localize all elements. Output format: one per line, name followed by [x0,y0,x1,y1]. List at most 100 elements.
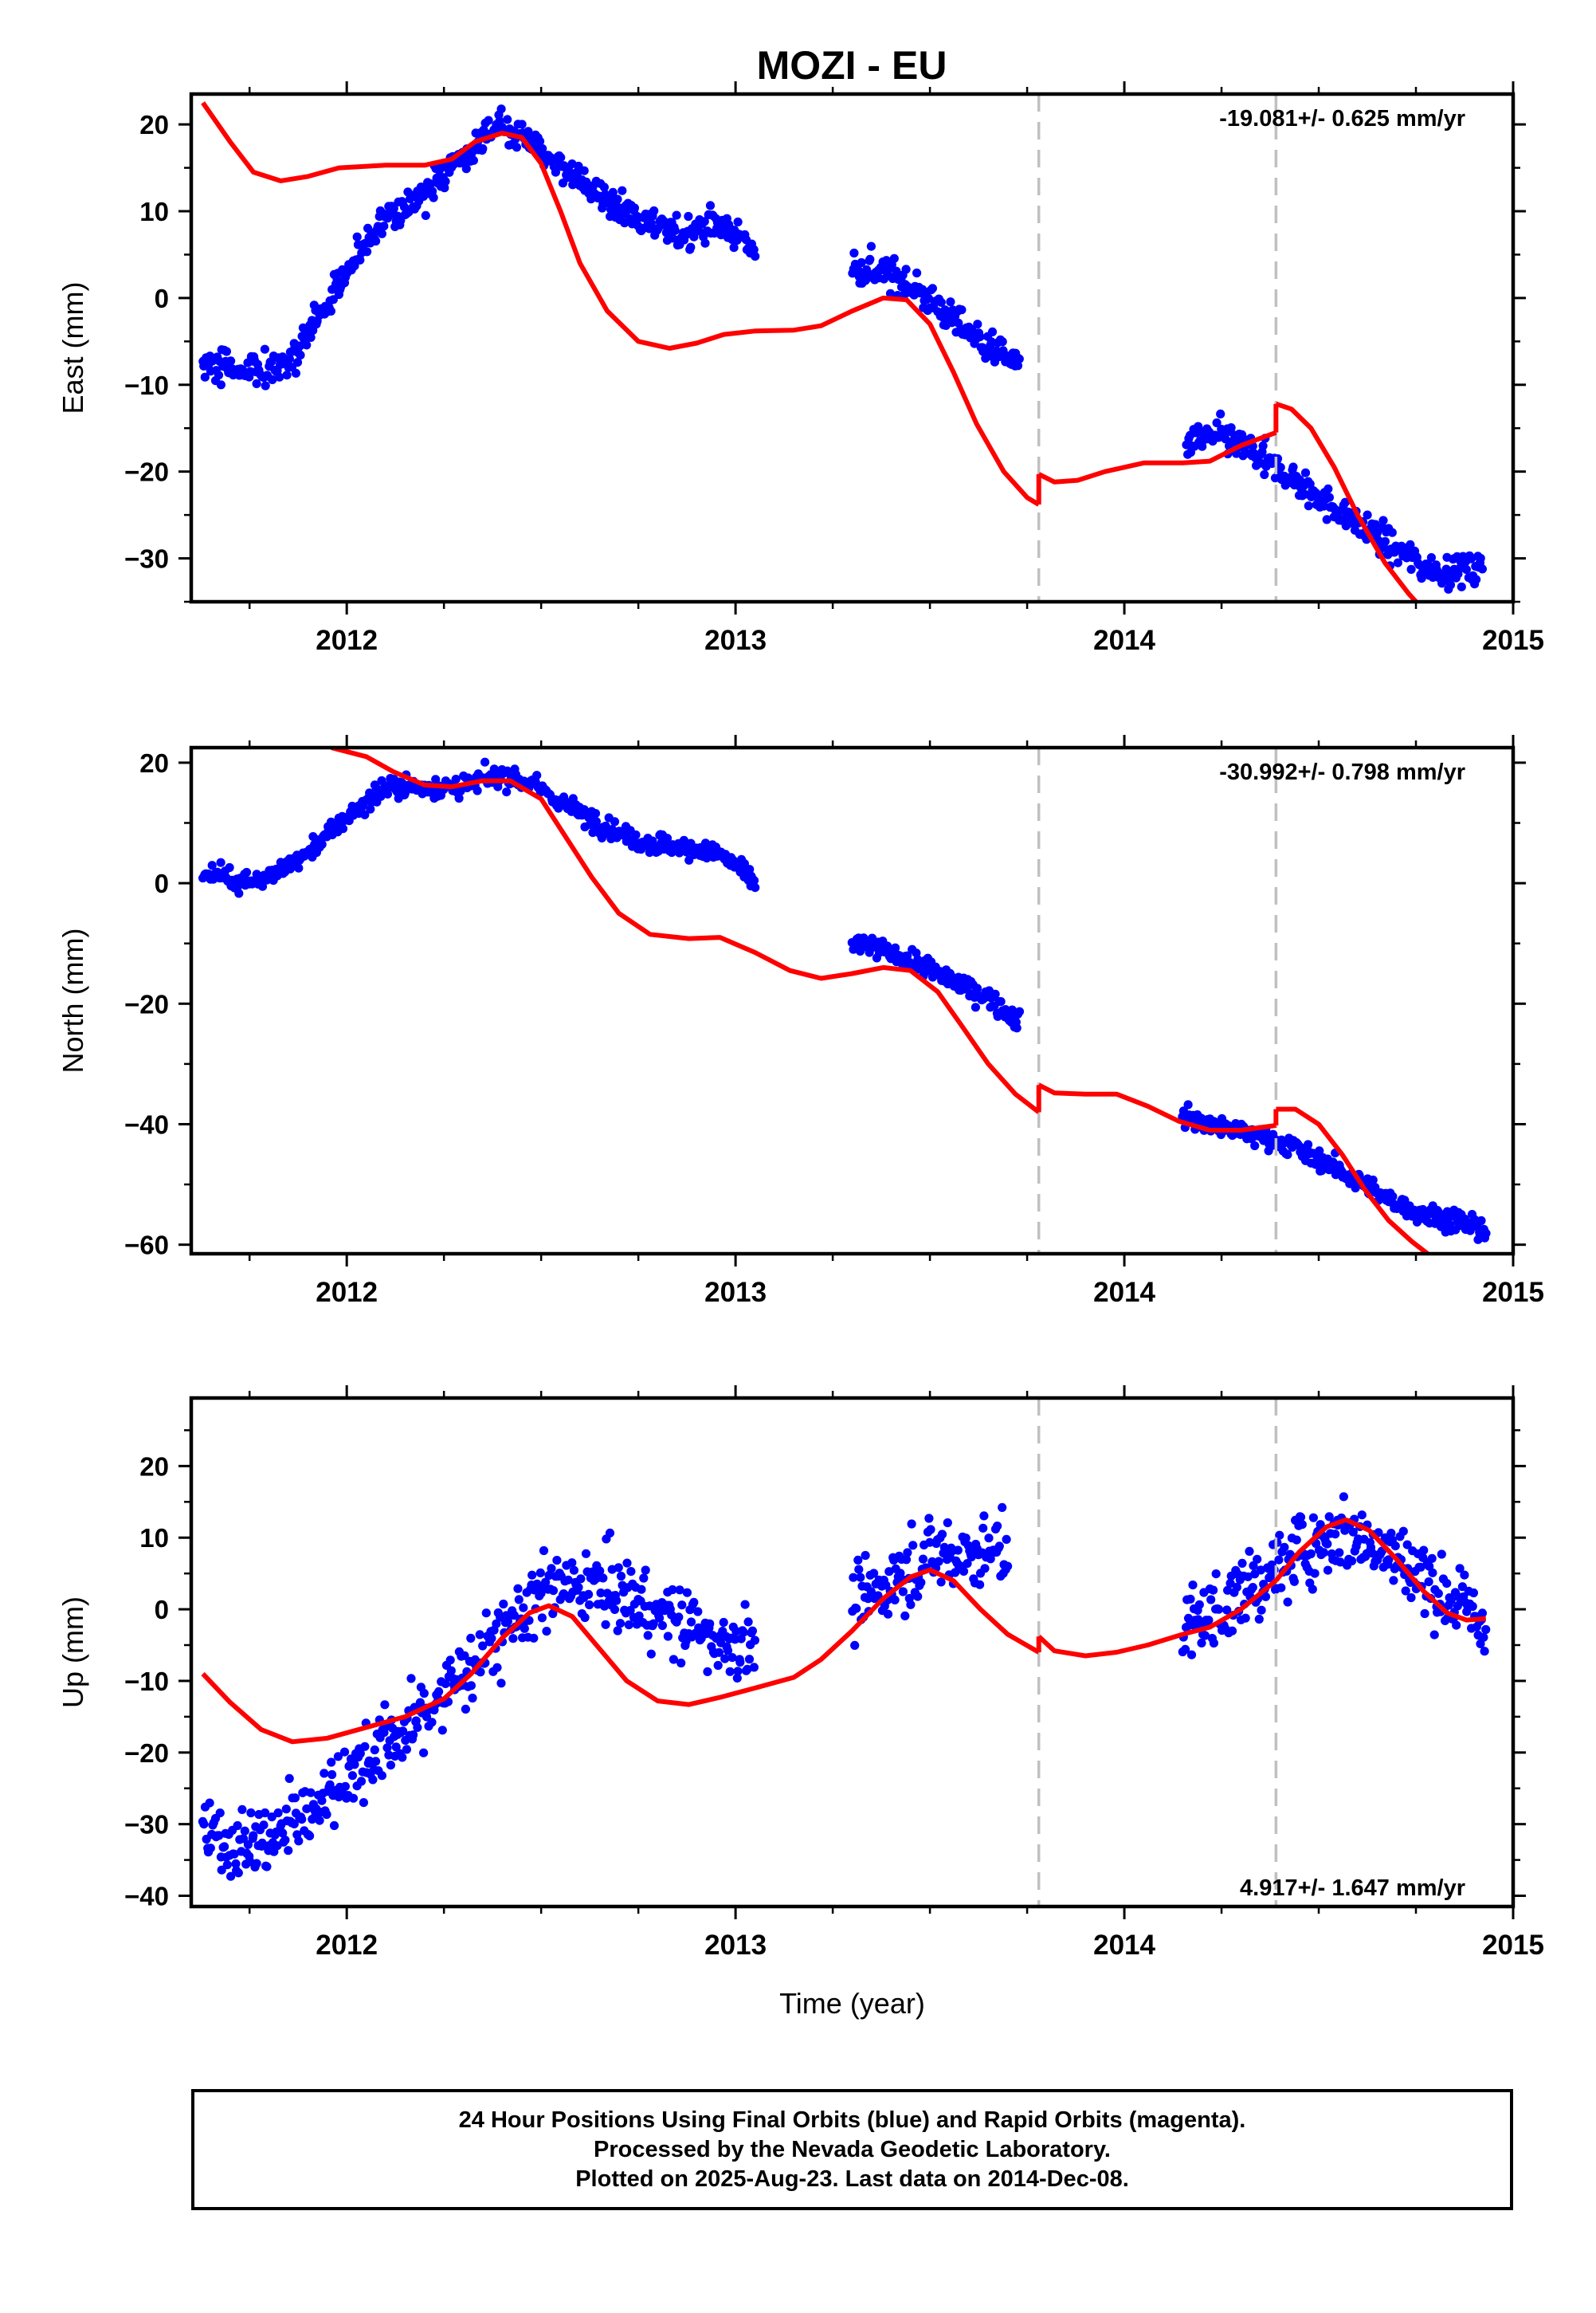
data-point [539,1545,549,1556]
data-point [732,1673,742,1683]
x-tick-label: 2014 [1093,1277,1155,1308]
panel-1: 2012 2013 2014 2015 −30 −20 −10 0 10 20 East (mm) -… [57,81,1544,656]
data-point [996,997,1006,1007]
data-point [306,1788,316,1797]
data-point [1441,564,1451,574]
data-point [703,1667,712,1676]
data-point [1183,1100,1193,1109]
data-point [1257,1605,1266,1615]
data-point [1248,1583,1257,1592]
data-point [610,817,620,827]
data-point [865,254,875,264]
data-point [1319,1548,1328,1557]
data-point [657,1620,668,1631]
data-point [366,804,375,814]
data-point [624,1620,633,1630]
data-point [649,206,659,216]
data-point [537,1613,547,1623]
data-point [380,1700,390,1710]
data-point [406,1674,416,1683]
data-point [598,1573,608,1583]
data-point [959,1566,969,1576]
data-point [1250,1141,1260,1151]
data-point [535,136,545,146]
data-point [581,1549,591,1558]
data-point [567,1558,577,1568]
data-point [686,242,696,252]
data-point [292,358,303,367]
data-point [207,861,217,870]
data-point [1283,1150,1292,1160]
data-point [552,1556,562,1565]
data-point [1388,1192,1398,1201]
data-point [305,1831,315,1840]
data-point [1348,1527,1358,1537]
data-point [370,1745,379,1755]
data-point [1363,510,1372,520]
data-point [280,1836,290,1845]
data-point [302,340,312,350]
data-point [1481,1624,1491,1635]
data-point [1322,515,1331,524]
plot-frame-2 [189,745,1516,1256]
data-point [998,337,1007,347]
data-point [720,1654,730,1663]
footer-line-2: Processed by the Nevada Geodetic Laborat… [594,2136,1111,2162]
model-curve-1 [330,748,1041,1114]
data-point [643,1631,653,1640]
y-tick-label: −20 [124,989,169,1019]
data-point [1227,1626,1237,1636]
velocity-annotation: 4.917+/- 1.647 mm/yr [1240,1875,1465,1901]
data-point [1481,1228,1491,1238]
data-point [492,1663,502,1672]
data-point [1442,1579,1452,1588]
data-point [719,1617,728,1628]
data-point [527,1570,537,1580]
footer-line-3: Plotted on 2025-Aug-23. Last data on 201… [575,2166,1129,2192]
data-point [1285,1549,1295,1559]
data-point [590,809,601,819]
data-point [729,243,739,253]
data-point [496,104,506,114]
data-point [1304,501,1313,511]
data-point [445,1655,455,1665]
data-point [1406,1592,1416,1603]
data-point [613,1626,622,1636]
data-point [885,289,896,298]
data-point [339,1747,350,1757]
data-point [1261,1592,1271,1601]
data-point [596,1588,606,1598]
data-point [1283,1597,1292,1607]
data-point [237,1804,247,1814]
data-point [1241,1613,1250,1623]
data-point [629,203,640,213]
data-point [1335,1557,1345,1567]
data-point [542,1627,551,1636]
data-point [693,1607,703,1616]
data-point [371,1757,381,1766]
data-point [261,1808,270,1818]
y-tick-label: −10 [124,371,169,400]
data-point [222,347,231,356]
data-point [1280,1542,1289,1552]
data-point [359,1798,368,1808]
data-point [377,229,386,238]
data-point [655,1613,665,1623]
data-point [883,1609,893,1619]
data-point [206,1844,215,1853]
data-point [649,1619,658,1628]
y-tick-label: 20 [139,110,169,139]
data-point [1014,1007,1025,1016]
data-point [1197,1638,1206,1647]
data-point [1292,1535,1301,1545]
data-point [749,1663,759,1672]
data-point [1304,1140,1313,1149]
data-point [1013,361,1023,371]
data-point [476,1667,485,1677]
data-point [725,1667,735,1676]
data-point [975,1580,985,1589]
data-point [1226,423,1236,433]
data-point [957,305,967,315]
data-point [1249,1561,1258,1570]
data-point [862,265,872,274]
